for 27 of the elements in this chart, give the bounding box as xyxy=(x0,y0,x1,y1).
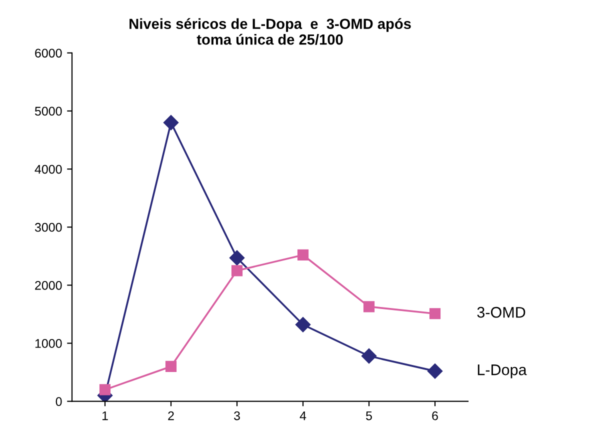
y-tick-label: 1000 xyxy=(35,339,62,348)
text: 3-OMD xyxy=(477,306,526,318)
y-tick-label: 2000 xyxy=(35,280,62,290)
point xyxy=(363,301,375,312)
y-tick-label: 4000 xyxy=(34,164,62,174)
x-tick-label: 4 xyxy=(300,411,306,420)
x-tick-label: 1 xyxy=(102,411,108,420)
y-tick-label: 5000 xyxy=(34,106,62,116)
y-tick-label: 0 xyxy=(56,397,62,406)
point xyxy=(99,384,111,396)
point xyxy=(163,115,179,130)
point xyxy=(231,265,243,276)
point xyxy=(361,348,377,364)
point xyxy=(297,249,309,261)
point xyxy=(429,308,441,320)
point xyxy=(229,250,245,266)
y-tick-label: 3000 xyxy=(34,222,62,232)
x-tick-label: 3 xyxy=(234,411,240,420)
chart-title: Niveis séricos de L-Dopa e 3-OMD após toma única de 25/100 xyxy=(130,18,411,45)
x-tick-label: 2 xyxy=(168,411,174,420)
y-tick-label: 6000 xyxy=(35,48,62,58)
point xyxy=(427,364,443,379)
x-tick-label: 5 xyxy=(366,411,372,420)
point xyxy=(295,317,311,332)
text: L-Dopa xyxy=(478,364,527,378)
point xyxy=(165,360,177,372)
x-tick-label: 6 xyxy=(432,411,438,420)
